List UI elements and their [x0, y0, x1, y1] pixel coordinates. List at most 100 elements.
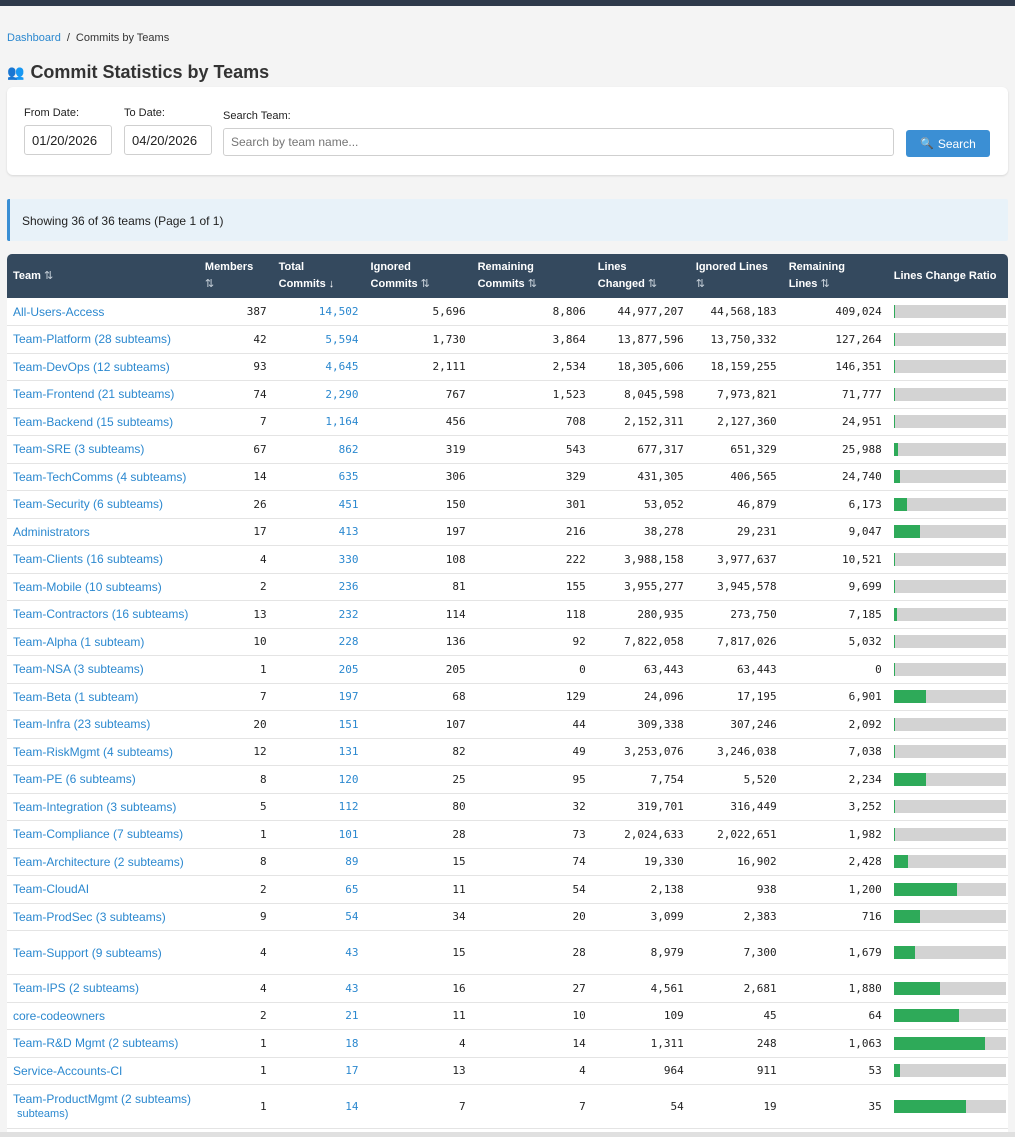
- sort-icon[interactable]: ⇅: [695, 278, 705, 290]
- team-name-link[interactable]: Team-Integration (3 subteams): [7, 793, 199, 821]
- remaining-commits-cell: 3,864: [471, 325, 592, 354]
- remaining-commits-cell: 118: [471, 600, 592, 629]
- total-commits-link[interactable]: 112: [272, 793, 365, 821]
- search-button[interactable]: 🔍 Search: [906, 130, 990, 157]
- total-commits-link[interactable]: 228: [272, 628, 365, 656]
- ignored-lines-cell: 45: [689, 1002, 783, 1030]
- total-commits-link[interactable]: 101: [272, 820, 365, 849]
- team-name-link[interactable]: Team-Mobile (10 subteams): [7, 573, 199, 601]
- team-name-link[interactable]: Team-CloudAI: [7, 875, 199, 904]
- table-row: Service-Accounts-CI 1 17 13 4 964 911 53: [7, 1057, 1008, 1085]
- remaining-commits-cell: 2,534: [471, 353, 592, 381]
- lines-change-ratio-cell: [887, 974, 1008, 1003]
- team-name-link[interactable]: Team-DevOps (12 subteams): [7, 353, 199, 381]
- total-commits-link[interactable]: 89: [272, 848, 365, 876]
- search-icon: 🔍: [920, 138, 934, 150]
- column-header-remaining[interactable]: Remaining Commits ⇅: [471, 254, 592, 298]
- breadcrumb-dashboard-link[interactable]: Dashboard: [7, 32, 61, 44]
- total-commits-link[interactable]: 330: [272, 545, 365, 574]
- column-header-label: Ignored Lines: [695, 261, 768, 273]
- search-team-input[interactable]: [223, 128, 894, 156]
- top-bar: [0, 0, 1015, 6]
- ratio-bar-fill: [893, 497, 907, 511]
- team-name-link[interactable]: Team-PE (6 subteams): [7, 765, 199, 794]
- team-name-link[interactable]: Team-Beta (1 subteam): [7, 683, 199, 711]
- table-row: Team-Beta (1 subteam) 7 197 68 129 24,096 17,1…: [7, 683, 1008, 711]
- ignored-commits-cell: 456: [364, 408, 472, 436]
- team-name-link[interactable]: Team-TechComms (4 subteams): [7, 463, 199, 491]
- total-commits-link[interactable]: 54: [272, 903, 365, 931]
- total-commits-link[interactable]: 4,645: [272, 353, 365, 381]
- team-name-link[interactable]: Team-Contractors (16 subteams): [7, 600, 199, 629]
- ratio-bar: [893, 442, 1006, 456]
- members-cell: 5: [198, 793, 273, 821]
- sort-icon[interactable]: ⇅: [527, 278, 537, 290]
- team-name-link[interactable]: Team-Compliance (7 subteams): [7, 820, 199, 849]
- total-commits-link[interactable]: 2,290: [272, 380, 365, 409]
- team-name-link[interactable]: Team-ProdSec (3 subteams): [7, 903, 199, 931]
- column-header-members[interactable]: Members ⇅: [198, 254, 273, 298]
- team-name-link[interactable]: Team-Architecture (2 subteams): [7, 848, 199, 876]
- total-commits-link[interactable]: 205: [272, 655, 365, 684]
- team-name-link[interactable]: Team-Security (6 subteams): [7, 490, 199, 519]
- remaining-commits-cell: 14: [471, 1029, 592, 1058]
- team-name-link[interactable]: Team-NSA (3 subteams): [7, 655, 199, 684]
- total-commits-link[interactable]: 232: [272, 600, 365, 629]
- total-commits-link[interactable]: 43: [272, 974, 365, 1003]
- sort-icon[interactable]: ⇅: [43, 269, 54, 282]
- team-name-link[interactable]: Team-RiskMgmt (4 subteams): [7, 738, 199, 766]
- team-name-link[interactable]: Service-Accounts-CI: [7, 1057, 199, 1085]
- column-header-lines[interactable]: Lines Changed ⇅: [591, 254, 690, 298]
- sort-icon[interactable]: ⇅: [820, 278, 830, 290]
- team-name-link[interactable]: Team-Support (9 subteams): [7, 930, 199, 975]
- team-name-link[interactable]: Team-Frontend (21 subteams): [7, 380, 199, 409]
- total-commits-link[interactable]: 5,594: [272, 325, 365, 354]
- sort-icon[interactable]: ⇅: [420, 278, 430, 290]
- total-commits-link[interactable]: 862: [272, 435, 365, 464]
- sort-icon[interactable]: ⇅: [204, 278, 215, 290]
- team-name-link[interactable]: Team-Infra (23 subteams): [7, 710, 199, 739]
- total-commits-link[interactable]: 236: [272, 573, 365, 601]
- team-name-link[interactable]: Team-IPS (2 subteams): [7, 974, 199, 1003]
- team-name-link[interactable]: Administrators: [7, 518, 199, 546]
- from-date-input[interactable]: [24, 125, 112, 155]
- team-name-link[interactable]: Team-R&D Mgmt (2 subteams): [7, 1029, 199, 1058]
- total-commits-link[interactable]: 21: [272, 1002, 365, 1030]
- total-commits-link[interactable]: 120: [272, 765, 365, 794]
- sort-desc-icon[interactable]: ↓: [328, 278, 335, 290]
- team-name-link[interactable]: Team-Platform (28 subteams): [7, 325, 199, 354]
- column-header-total[interactable]: Total Commits ↓: [272, 254, 365, 298]
- results-info: Showing 36 of 36 teams (Page 1 of 1): [7, 199, 1008, 241]
- column-header-remaining-lines[interactable]: Remaining Lines ⇅: [782, 254, 888, 298]
- team-name-link[interactable]: Team-Alpha (1 subteam): [7, 628, 199, 656]
- column-header-ignored-lines[interactable]: Ignored Lines ⇅: [689, 254, 783, 298]
- team-name-link[interactable]: Team-SRE (3 subteams): [7, 435, 199, 464]
- total-commits-link[interactable]: 14,502: [272, 298, 365, 326]
- column-header-team[interactable]: Team ⇅: [7, 254, 199, 298]
- ratio-bar-fill: [893, 470, 901, 484]
- total-commits-link[interactable]: 131: [272, 738, 365, 766]
- total-commits-link[interactable]: 197: [272, 683, 365, 711]
- sort-icon[interactable]: ⇅: [647, 278, 658, 290]
- total-commits-link[interactable]: 43: [272, 930, 365, 975]
- members-cell: 20: [198, 710, 273, 739]
- team-name-link[interactable]: Team-Clients (16 subteams): [7, 545, 199, 574]
- total-commits-link[interactable]: 18: [272, 1029, 365, 1058]
- team-name-link[interactable]: All-Users-Access: [7, 298, 199, 326]
- total-commits-link[interactable]: 1,164: [272, 408, 365, 436]
- total-commits-link[interactable]: 14: [272, 1084, 365, 1129]
- team-name-link[interactable]: core-codeowners: [7, 1002, 199, 1030]
- total-commits-link[interactable]: 635: [272, 463, 365, 491]
- horizontal-scrollbar[interactable]: [0, 1132, 1015, 1137]
- team-name-link[interactable]: Team-Backend (15 subteams): [7, 408, 199, 436]
- ratio-bar-fill: [893, 662, 895, 676]
- column-header-ignored[interactable]: Ignored Commits ⇅: [364, 254, 472, 298]
- total-commits-link[interactable]: 65: [272, 875, 365, 904]
- total-commits-link[interactable]: 413: [272, 518, 365, 546]
- team-name-link[interactable]: Team-ProductMgmt (2 subteams) subteams): [7, 1084, 199, 1129]
- ratio-bar: [893, 387, 1006, 401]
- total-commits-link[interactable]: 17: [272, 1057, 365, 1085]
- to-date-input[interactable]: [124, 125, 212, 155]
- total-commits-link[interactable]: 151: [272, 710, 365, 739]
- total-commits-link[interactable]: 451: [272, 490, 365, 519]
